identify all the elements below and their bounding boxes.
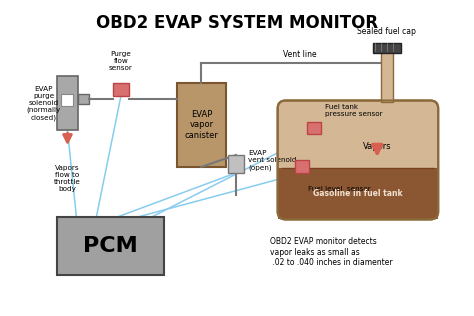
Bar <box>278 168 438 219</box>
FancyBboxPatch shape <box>278 100 438 219</box>
Text: EVAP
vent solenoid
(open): EVAP vent solenoid (open) <box>248 150 296 171</box>
Text: OBD2 EVAP monitor detects
vapor leaks as small as
 .02 to .040 inches in diament: OBD2 EVAP monitor detects vapor leaks as… <box>270 237 392 267</box>
Text: Gasoline in fuel tank: Gasoline in fuel tank <box>313 189 403 198</box>
Bar <box>381 51 393 102</box>
Text: EVAP
vapor
canister: EVAP vapor canister <box>184 110 218 140</box>
Bar <box>78 94 89 105</box>
Text: Vent line: Vent line <box>283 50 316 59</box>
Text: Purge
flow
sensor: Purge flow sensor <box>109 51 133 71</box>
Bar <box>373 43 401 53</box>
Bar <box>56 217 164 275</box>
Bar <box>307 122 321 134</box>
Bar <box>176 83 226 167</box>
Text: Vapors: Vapors <box>363 142 392 151</box>
Text: Vapors
flow to
throttle
body: Vapors flow to throttle body <box>54 165 81 192</box>
Text: Fuel tank
pressure sensor: Fuel tank pressure sensor <box>325 105 383 118</box>
Bar <box>61 94 73 106</box>
Bar <box>56 76 78 130</box>
Text: Sealed fuel cap: Sealed fuel cap <box>357 27 416 36</box>
Bar <box>295 160 310 173</box>
Text: PCM: PCM <box>83 236 137 256</box>
Text: OBD2 EVAP SYSTEM MONITOR: OBD2 EVAP SYSTEM MONITOR <box>96 14 378 32</box>
Text: Fuel level  sensor: Fuel level sensor <box>308 186 371 192</box>
Text: EVAP
purge
solenoid
(normally
closed): EVAP purge solenoid (normally closed) <box>27 86 61 121</box>
Bar <box>228 155 244 173</box>
Bar <box>113 83 129 95</box>
